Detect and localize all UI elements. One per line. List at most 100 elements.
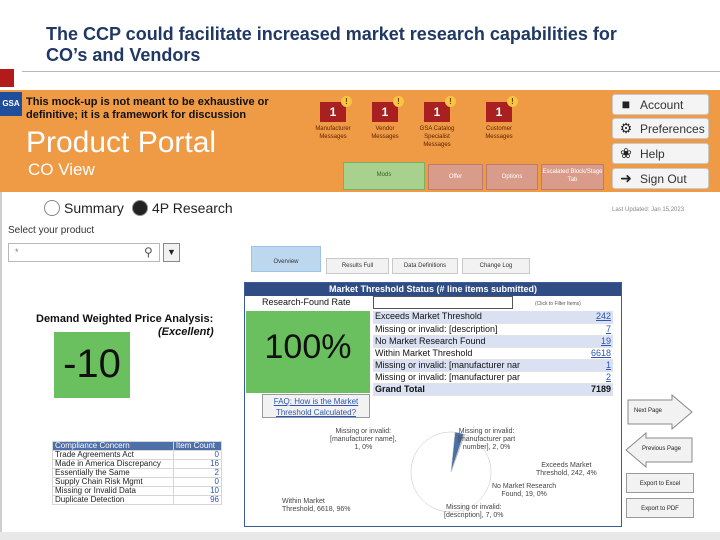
demand-weighted-value: -10 bbox=[63, 342, 121, 386]
row-label: Missing or invalid: [manufacturer nar bbox=[373, 359, 583, 372]
tab-overview[interactable]: Overview bbox=[251, 246, 321, 272]
row-label: No Market Research Found bbox=[373, 335, 583, 348]
market-threshold-title: Market Threshold Status (# line items su… bbox=[245, 283, 621, 296]
message-icon: 1! bbox=[424, 96, 456, 122]
export-excel-button[interactable]: Export to Excel bbox=[626, 473, 694, 493]
next-page-label: Next Page bbox=[634, 408, 663, 414]
research-rate-value: 100% bbox=[264, 328, 352, 366]
market-threshold-pie-chart bbox=[410, 431, 492, 513]
table-row[interactable]: Within Market Threshold 6618 bbox=[373, 347, 613, 360]
slide-title-line-1: The CCP could facilitate increased marke… bbox=[46, 24, 617, 44]
row-count-link[interactable]: 2 bbox=[583, 371, 613, 384]
disclaimer-text: This mock-up is not meant to be exhausti… bbox=[26, 96, 306, 122]
research-found-rate-field[interactable] bbox=[373, 296, 513, 309]
title-divider bbox=[0, 69, 720, 87]
person-icon: ■ bbox=[621, 96, 631, 112]
row-count-link[interactable]: 7 bbox=[583, 323, 613, 336]
row-label: Missing or invalid: [manufacturer par bbox=[373, 371, 583, 384]
gear-icon: ⚙ bbox=[619, 120, 633, 136]
tab-change-log[interactable]: Change Log bbox=[462, 258, 530, 274]
demand-weighted-tile bbox=[54, 332, 130, 398]
left-edge-bar bbox=[0, 192, 2, 532]
tab-options[interactable]: Options bbox=[486, 164, 538, 190]
row-count-link[interactable]: 1 bbox=[583, 359, 613, 372]
research-label: 4P Research bbox=[152, 200, 233, 216]
last-updated: Last Updated: Jan 15,2023 bbox=[612, 207, 685, 213]
message-icon: 1! bbox=[486, 96, 518, 122]
slide-title: The CCP could facilitate increased marke… bbox=[46, 24, 706, 66]
grand-total-row: Grand Total 7189 bbox=[373, 383, 613, 396]
sign-out-button[interactable]: ➜ Sign Out bbox=[612, 168, 709, 189]
tab-data-definitions[interactable]: Data Definitions bbox=[392, 258, 458, 274]
customer-messages-button[interactable]: 1! Customer Messages bbox=[468, 96, 530, 141]
demand-weighted-label: Demand Weighted Price Analysis: bbox=[36, 313, 214, 325]
tab-results-full[interactable]: Results Full bbox=[326, 258, 389, 274]
pie-label-manufacturer-part: Missing or invalid: [manufacturer part num… bbox=[458, 428, 516, 451]
help-button[interactable]: ❀ Help bbox=[612, 143, 709, 164]
export-pdf-button[interactable]: Export to PDF bbox=[626, 498, 694, 518]
previous-page-button[interactable] bbox=[624, 432, 694, 468]
vendor-messages-button[interactable]: 1! Vendor Messages bbox=[354, 96, 416, 141]
pie-label-no-research: No Market Research Found, 19, 0% bbox=[492, 483, 557, 498]
row-count-link[interactable]: 242 bbox=[583, 311, 613, 324]
product-search-input[interactable]: * bbox=[8, 243, 160, 262]
select-product-label: Select your product bbox=[8, 225, 95, 236]
portal-subtitle: CO View bbox=[28, 160, 95, 179]
slide-title-line-2: CO’s and Vendors bbox=[46, 45, 201, 65]
gsa-logo: GSA bbox=[0, 92, 22, 116]
pie-label-manufacturer-name: Missing or invalid: [manufacturer name], 1… bbox=[330, 428, 397, 451]
table-row[interactable]: Missing or invalid: [manufacturer par 2 bbox=[373, 371, 613, 384]
tab-offer[interactable]: Offer bbox=[428, 164, 483, 190]
next-page-button[interactable] bbox=[626, 394, 694, 430]
divider-line bbox=[22, 71, 720, 72]
market-threshold-table: Exceeds Market Threshold 242 Missing or i… bbox=[373, 311, 613, 396]
summary-label: Summary bbox=[64, 200, 124, 216]
tab-mods[interactable]: Mods bbox=[343, 162, 425, 190]
product-dropdown-button[interactable]: ▼ bbox=[163, 243, 180, 262]
previous-page-label: Previous Page bbox=[642, 446, 682, 452]
row-count-link[interactable]: 6618 bbox=[583, 347, 613, 360]
manufacturer-messages-button[interactable]: 1! Manufacturer Messages bbox=[315, 96, 352, 140]
pie-label-exceeds-threshold: Exceeds Market Threshold, 242, 4% bbox=[536, 462, 597, 477]
row-label: Exceeds Market Threshold bbox=[373, 311, 583, 324]
portal-title: Product Portal bbox=[26, 126, 217, 159]
research-rate-tile bbox=[246, 311, 370, 393]
disclaimer-line-2: definitive; it is a framework for discus… bbox=[26, 109, 247, 121]
research-radio[interactable] bbox=[132, 200, 148, 216]
alert-badge-icon: ! bbox=[445, 96, 456, 107]
row-count-link[interactable]: 19 bbox=[583, 335, 613, 348]
pie-label-within-threshold: Within Market Threshold, 6618, 96% bbox=[282, 498, 351, 513]
faq-link[interactable]: FAQ: How is the Market Threshold Calcula… bbox=[262, 394, 370, 418]
row-label: Within Market Threshold bbox=[373, 347, 583, 360]
tab-escalated[interactable]: Escalated Block/Stage Tab bbox=[541, 164, 604, 190]
message-icon: 1! bbox=[320, 96, 352, 122]
pie-slice-name bbox=[450, 434, 466, 473]
row-count[interactable]: 96 bbox=[172, 495, 223, 505]
red-accent-block bbox=[0, 69, 14, 87]
row-label: Duplicate Detection bbox=[52, 495, 174, 505]
lifebuoy-icon: ❀ bbox=[620, 145, 632, 161]
summary-radio[interactable] bbox=[44, 200, 60, 216]
row-count: 7189 bbox=[583, 383, 613, 396]
table-row[interactable]: Duplicate Detection 96 bbox=[52, 495, 223, 505]
research-found-rate-label: Research-Found Rate bbox=[262, 297, 351, 307]
table-row[interactable]: Missing or invalid: [manufacturer nar 1 bbox=[373, 359, 613, 372]
table-row[interactable]: Exceeds Market Threshold 242 bbox=[373, 311, 613, 324]
compliance-table: Compliance Concern Item Count Trade Agre… bbox=[52, 441, 223, 505]
sign-out-icon: ➜ bbox=[620, 170, 632, 186]
row-label: Missing or invalid: [description] bbox=[373, 323, 583, 336]
row-label: Grand Total bbox=[373, 383, 583, 396]
account-button[interactable]: ■ Account bbox=[612, 94, 709, 115]
filter-hint: (Click to Filter Items) bbox=[535, 301, 581, 307]
alert-badge-icon: ! bbox=[341, 96, 352, 107]
alert-badge-icon: ! bbox=[507, 96, 518, 107]
alert-badge-icon: ! bbox=[393, 96, 404, 107]
table-row[interactable]: No Market Research Found 19 bbox=[373, 335, 613, 348]
bottom-bar bbox=[0, 532, 720, 540]
demand-weighted-rating: (Excellent) bbox=[158, 326, 214, 338]
pie-label-description: Missing or invalid: [description], 7, 0% bbox=[444, 504, 504, 519]
preferences-button[interactable]: ⚙ Preferences bbox=[612, 118, 709, 139]
search-icon[interactable]: ⚲ bbox=[144, 245, 153, 259]
table-row[interactable]: Missing or invalid: [description] 7 bbox=[373, 323, 613, 336]
catalog-specialist-messages-button[interactable]: 1! GSA Catalog Specialist Messages bbox=[419, 96, 456, 148]
